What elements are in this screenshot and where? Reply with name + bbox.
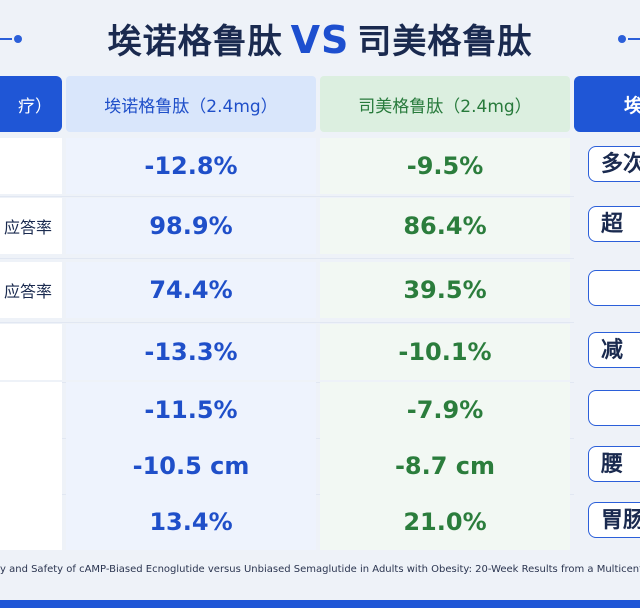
semaglutide-value: -9.5%: [320, 138, 570, 194]
row-indicator: [0, 138, 62, 194]
ecnoglutide-value: 74.4%: [66, 262, 316, 318]
comparison-table: 疗） 埃诺格鲁肽（2.4mg） 司美格鲁肽（2.4mg） 埃 -12.8% -9…: [0, 76, 640, 550]
semaglutide-value: 39.5%: [320, 262, 570, 318]
row-indicator: 应答率: [0, 262, 62, 318]
ecnoglutide-value: -13.3%: [66, 324, 316, 380]
table-row: 13.4% 21.0% 胃肠: [0, 494, 640, 550]
ecnoglutide-value: -11.5%: [66, 382, 316, 438]
table-row: -13.3% -10.1% 减: [0, 324, 640, 380]
advantage-cell: 超: [574, 198, 640, 254]
advantage-tag: [588, 390, 640, 426]
header-ecnoglutide: 埃诺格鲁肽（2.4mg）: [66, 76, 316, 132]
advantage-cell: 减: [574, 324, 640, 380]
advantage-cell: 胃肠: [574, 494, 640, 550]
advantage-tag: 胃肠: [588, 502, 640, 538]
header-semaglutide: 司美格鲁肽（2.4mg）: [320, 76, 570, 132]
header-advantage: 埃: [574, 76, 640, 132]
advantage-cell: 腰: [574, 438, 640, 494]
bottom-accent-bar: [0, 600, 640, 608]
advantage-tag: 腰: [588, 446, 640, 482]
advantage-cell: [574, 382, 640, 438]
table-row: -12.8% -9.5% 多次: [0, 138, 640, 194]
title-bar: 埃诺格鲁肽 VS 司美格鲁肽: [0, 0, 640, 76]
row-indicator: [0, 382, 62, 438]
header-indicator: 疗）: [0, 76, 62, 132]
title-vs: VS: [290, 18, 350, 62]
ecnoglutide-value: -10.5 cm: [66, 438, 316, 494]
source-citation: y and Safety of cAMP-Biased Ecnoglutide …: [0, 564, 640, 575]
row-indicator: [0, 494, 62, 550]
table-row: 应答率 74.4% 39.5%: [0, 262, 640, 318]
semaglutide-value: -10.1%: [320, 324, 570, 380]
table-row: 应答率 98.9% 86.4% 超: [0, 198, 640, 254]
table-row: -11.5% -7.9%: [0, 382, 640, 438]
ecnoglutide-value: 13.4%: [66, 494, 316, 550]
title-decoration-dot-right: [618, 35, 626, 43]
row-indicator: 应答率: [0, 198, 62, 254]
row-divider: [0, 322, 574, 323]
advantage-tag: 超: [588, 206, 640, 242]
ecnoglutide-value: 98.9%: [66, 198, 316, 254]
row-indicator: [0, 438, 62, 494]
advantage-tag: 多次: [588, 146, 640, 182]
title-decoration-dot-left: [14, 35, 22, 43]
title-left-drug: 埃诺格鲁肽: [107, 22, 283, 62]
semaglutide-value: -7.9%: [320, 382, 570, 438]
page-title: 埃诺格鲁肽 VS 司美格鲁肽: [0, 14, 640, 63]
semaglutide-value: -8.7 cm: [320, 438, 570, 494]
table-header: 疗） 埃诺格鲁肽（2.4mg） 司美格鲁肽（2.4mg） 埃: [0, 76, 640, 132]
advantage-tag: 减: [588, 332, 640, 368]
row-divider: [0, 258, 574, 259]
advantage-cell: 多次: [574, 138, 640, 194]
advantage-cell: [574, 262, 640, 318]
advantage-tag: [588, 270, 640, 306]
title-right-drug: 司美格鲁肽: [357, 22, 533, 62]
row-divider: [0, 196, 574, 197]
title-decoration-line-left: [0, 38, 12, 40]
semaglutide-value: 21.0%: [320, 494, 570, 550]
title-decoration-line-right: [628, 38, 640, 40]
semaglutide-value: 86.4%: [320, 198, 570, 254]
ecnoglutide-value: -12.8%: [66, 138, 316, 194]
table-row: -10.5 cm -8.7 cm 腰: [0, 438, 640, 494]
row-indicator: [0, 324, 62, 380]
